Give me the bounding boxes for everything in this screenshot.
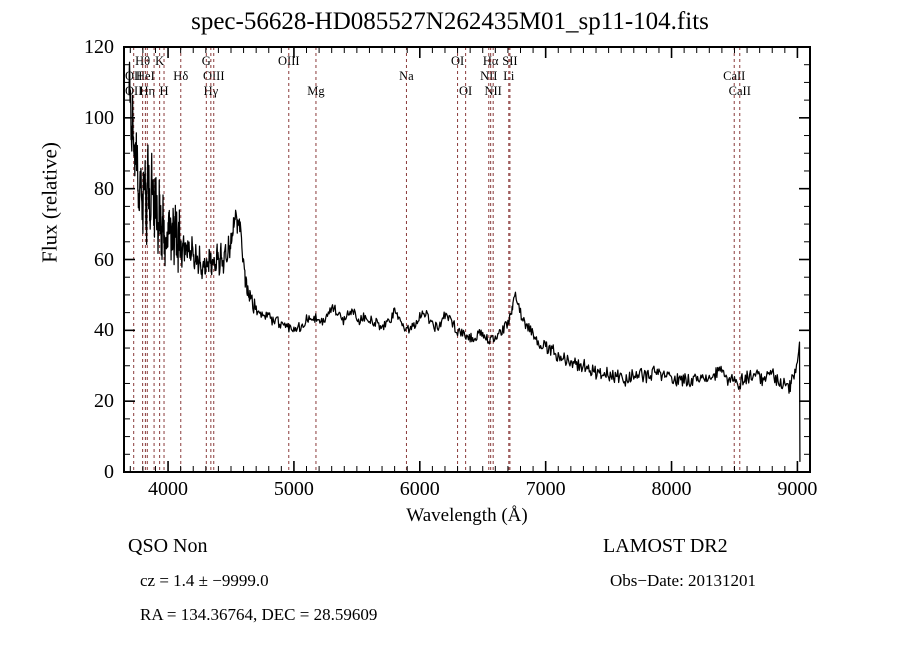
page-title: spec-56628-HD085527N262435M01_sp11-104.f… [191, 8, 709, 35]
x-tick-4000: 4000 [148, 478, 189, 500]
y-tick-100: 100 [84, 106, 114, 129]
coordinates-text: RA = 134.36764, DEC = 28.59609 [140, 605, 378, 624]
x-tick-9000: 9000 [777, 478, 818, 500]
spectrum-trace [128, 61, 801, 463]
y-tick-20: 20 [94, 390, 114, 413]
x-tick-6000: 6000 [399, 478, 440, 500]
redshift-text: cz = 1.4 ± −9999.0 [140, 571, 269, 590]
y-tick-120: 120 [84, 36, 114, 58]
y-tick-60: 60 [94, 248, 114, 271]
line-label-H-4101: Hδ [173, 69, 189, 83]
x-tick-5000: 5000 [273, 478, 314, 500]
line-label-HeI-3820: HeI [136, 69, 155, 83]
line-label-OIII-4363: OIII [202, 69, 225, 83]
y-tick-0: 0 [104, 461, 114, 483]
x-tick-7000: 7000 [525, 478, 566, 500]
x-axis-label: Wavelength (Å) [406, 505, 528, 526]
x-tick-8000: 8000 [651, 478, 692, 500]
y-tick-40: 40 [94, 319, 114, 342]
classification-text: QSO Non [128, 535, 208, 557]
y-tick-80: 80 [94, 177, 114, 200]
axis-frame [123, 46, 811, 473]
line-label-Li-6707: Li [503, 69, 515, 83]
line-label-Na-5894: Na [399, 69, 414, 83]
survey-text: LAMOST DR2 [603, 535, 728, 557]
obs-date-text: Obs−Date: 20131201 [610, 571, 757, 590]
